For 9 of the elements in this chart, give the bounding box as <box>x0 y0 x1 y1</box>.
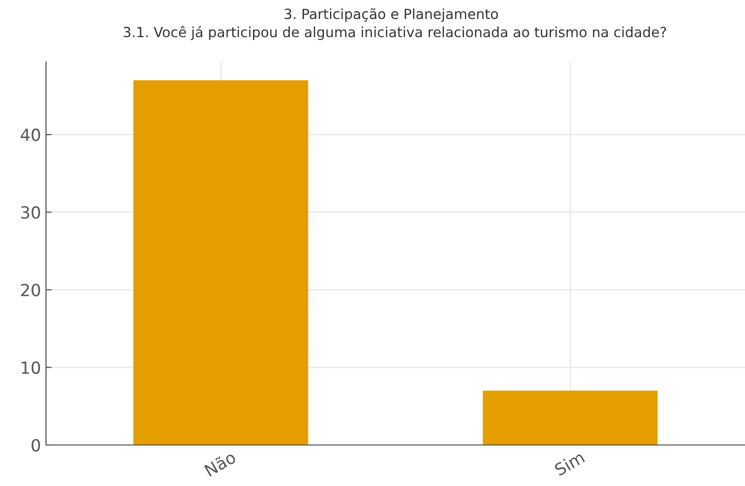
chart-subtitle: 3.1. Você já participou de alguma iniciativa relacionada ao turismo na cidade? <box>124 26 666 40</box>
y-tick-label: 40 <box>20 128 40 142</box>
y-tick-label: 0 <box>32 438 40 452</box>
y-tick-label: 30 <box>21 206 40 219</box>
chart-title: 3. Participação e Planejamento <box>284 8 498 22</box>
x-tick-label: Não <box>204 450 237 477</box>
y-tick-label: 20 <box>21 284 40 296</box>
y-tick-label: 10 <box>22 361 40 374</box>
x-tick-label: Sim <box>554 450 586 476</box>
